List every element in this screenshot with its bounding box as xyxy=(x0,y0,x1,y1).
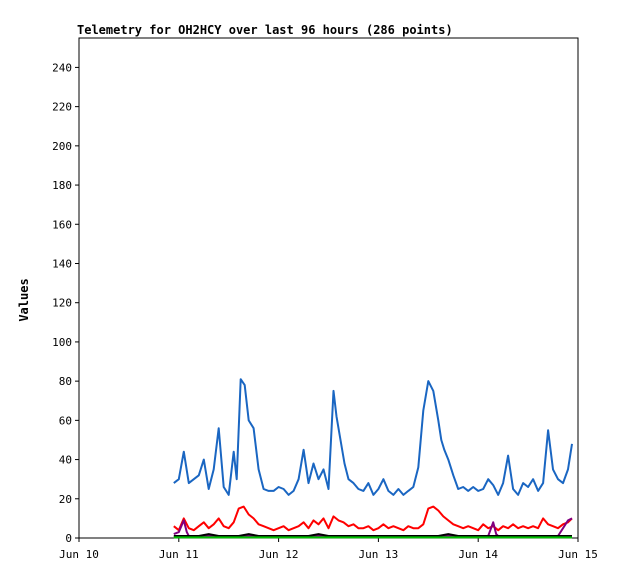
series-layer xyxy=(173,378,573,539)
chart-title: Telemetry for OH2HCY over last 96 hours … xyxy=(77,23,453,37)
y-tick-label: 20 xyxy=(59,493,72,506)
y-axis: 0 20 40 60 80 100 120 140 160 180 200 220 240 xyxy=(52,61,79,545)
x-tick-label: Jun 15 xyxy=(558,548,598,561)
y-tick-label: 220 xyxy=(52,101,72,114)
series-line-1 xyxy=(173,378,573,496)
y-tick-label: 160 xyxy=(52,218,72,231)
y-tick-label: 140 xyxy=(52,257,72,270)
y-tick-label: 60 xyxy=(59,414,72,427)
y-tick-label: 100 xyxy=(52,336,72,349)
y-tick-label: 80 xyxy=(59,375,72,388)
y-tick-label: 0 xyxy=(65,532,72,545)
x-tick-label: Jun 13 xyxy=(359,548,399,561)
y-tick-label: 180 xyxy=(52,179,72,192)
series-line-4 xyxy=(173,533,572,537)
x-tick-label: Jun 14 xyxy=(458,548,498,561)
y-tick-label: 240 xyxy=(52,61,72,74)
y-tick-label: 200 xyxy=(52,140,72,153)
x-tick-label: Jun 10 xyxy=(59,548,99,561)
series-line-2 xyxy=(173,505,573,532)
x-axis: Jun 10 Jun 11 Jun 12 Jun 13 Jun 14 Jun 15 xyxy=(59,538,598,561)
plot-frame xyxy=(78,37,579,539)
x-tick-label: Jun 12 xyxy=(259,548,299,561)
y-tick-label: 120 xyxy=(52,297,72,310)
x-tick-label: Jun 11 xyxy=(159,548,199,561)
y-tick-label: 40 xyxy=(59,454,72,467)
